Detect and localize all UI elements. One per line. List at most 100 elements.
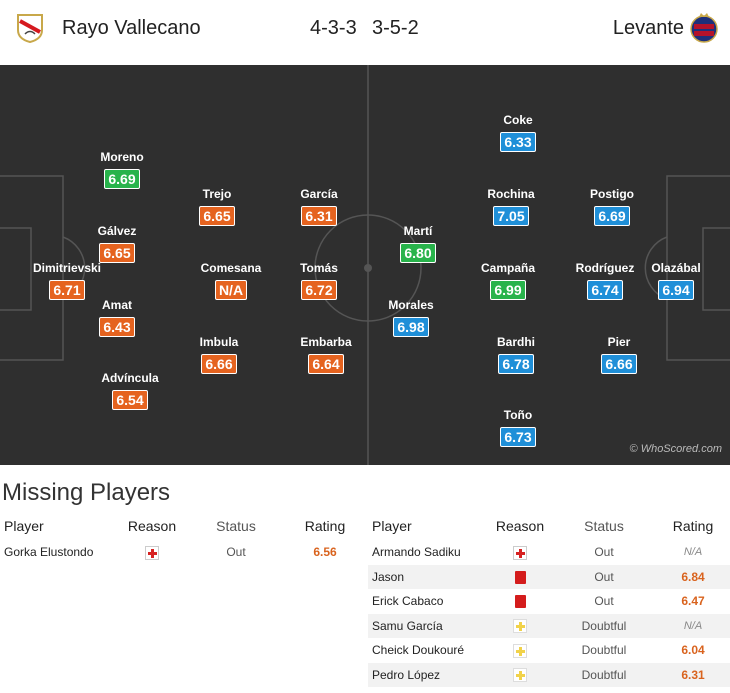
away-player[interactable]: Bardhi 6.78 xyxy=(476,335,556,374)
player-name: Imbula xyxy=(199,335,239,349)
missing-reason xyxy=(488,613,552,638)
injury-icon xyxy=(513,545,527,560)
home-player[interactable]: Embarba 6.64 xyxy=(286,335,366,374)
missing-status: Out xyxy=(226,545,246,560)
player-rating: 6.65 xyxy=(99,243,135,263)
missing-status: Out xyxy=(594,545,614,560)
missing-player-name[interactable]: Jason xyxy=(368,564,488,589)
missing-row[interactable]: Pedro López Doubtful 6.31 xyxy=(368,662,730,687)
missing-player-name[interactable]: Cheick Doukouré xyxy=(372,643,465,658)
player-rating: 6.80 xyxy=(400,243,436,263)
player-name: Martí xyxy=(403,224,433,238)
away-player[interactable]: Olazábal 6.94 xyxy=(636,261,716,300)
player-name: Morales xyxy=(388,298,434,312)
missing-rating: 6.56 xyxy=(313,545,337,560)
missing-row[interactable]: Jason Out 6.84 xyxy=(368,564,730,589)
home-missing-table: Player Reason Status Rating Gorka Elusto… xyxy=(0,512,362,565)
away-formation: 3-5-2 xyxy=(372,17,419,39)
player-rating: N/A xyxy=(214,280,248,300)
missing-status: Out xyxy=(594,594,614,609)
home-player[interactable]: Gálvez 6.65 xyxy=(77,224,157,263)
player-name: Advíncula xyxy=(101,371,159,385)
missing-row[interactable]: Erick Cabaco Out 6.47 xyxy=(368,589,730,614)
home-player[interactable]: Imbula 6.66 xyxy=(179,335,259,374)
missing-player-name[interactable]: Pedro López xyxy=(368,662,488,687)
away-team-name[interactable]: Levante xyxy=(612,17,684,39)
away-player[interactable]: Martí 6.80 xyxy=(378,224,458,263)
player-rating: 6.64 xyxy=(308,354,344,374)
player-rating: 6.69 xyxy=(104,169,140,189)
player-name: Postigo xyxy=(590,187,634,201)
missing-reason xyxy=(488,589,552,614)
home-player[interactable]: García 6.31 xyxy=(279,187,359,226)
player-name: Campaña xyxy=(480,261,536,275)
home-player[interactable]: Moreno 6.69 xyxy=(82,150,162,189)
home-player[interactable]: Trejo 6.65 xyxy=(177,187,257,226)
home-player[interactable]: Advíncula 6.54 xyxy=(90,371,170,410)
player-name: Rochina xyxy=(487,187,535,201)
missing-status: Doubtful xyxy=(552,613,656,638)
player-rating: 6.31 xyxy=(301,206,337,226)
player-rating: 6.94 xyxy=(658,280,694,300)
home-team-name[interactable]: Rayo Vallecano xyxy=(62,17,201,39)
pitch-lines xyxy=(0,65,730,465)
player-rating: 6.73 xyxy=(500,427,536,447)
away-missing-body: Armando Sadiku Out N/A Jason Out 6.84 Erick Ca… xyxy=(368,540,730,687)
missing-rating: 6.04 xyxy=(681,643,705,658)
player-name: Coke xyxy=(503,113,533,127)
injury-icon xyxy=(145,545,159,560)
missing-player-name[interactable]: Armando Sadiku xyxy=(372,545,461,560)
player-rating: 6.54 xyxy=(112,390,148,410)
player-rating: 6.69 xyxy=(594,206,630,226)
player-name: Toño xyxy=(503,408,533,422)
missing-rating: 6.47 xyxy=(681,594,705,609)
player-name: Olazábal xyxy=(651,261,701,275)
player-rating: 6.99 xyxy=(490,280,526,300)
rayo-vallecano-crest-icon xyxy=(17,14,43,44)
away-player[interactable]: Rochina 7.05 xyxy=(471,187,551,226)
player-rating: 6.98 xyxy=(393,317,429,337)
missing-players-title: Missing Players xyxy=(2,479,171,506)
away-player[interactable]: Coke 6.33 xyxy=(478,113,558,152)
missing-player-name[interactable]: Samu García xyxy=(368,613,488,638)
header-reason: Reason xyxy=(120,512,184,540)
levante-crest-icon xyxy=(690,13,718,43)
header-rating: Rating xyxy=(656,512,730,540)
missing-row[interactable]: Gorka Elustondo Out 6.56 xyxy=(0,540,362,565)
pitch: Dimitrievski 6.71 Moreno 6.69 Gálvez 6.65 Amat… xyxy=(0,65,730,465)
player-name: Moreno xyxy=(100,150,144,164)
player-name: Bardhi xyxy=(496,335,535,349)
player-name: Pier xyxy=(607,335,631,349)
away-player[interactable]: Rodríguez 6.74 xyxy=(565,261,645,300)
away-player[interactable]: Pier 6.66 xyxy=(579,335,659,374)
header-rating: Rating xyxy=(288,512,362,540)
missing-row[interactable]: Armando Sadiku Out N/A xyxy=(368,540,730,565)
missing-row[interactable]: Cheick Doukouré Doubtful 6.04 xyxy=(368,638,730,663)
home-player[interactable]: Amat 6.43 xyxy=(77,298,157,337)
missing-reason xyxy=(488,662,552,687)
missing-player-name[interactable]: Gorka Elustondo xyxy=(4,545,94,560)
home-player[interactable]: Tomás 6.72 xyxy=(279,261,359,300)
away-player[interactable]: Campaña 6.99 xyxy=(468,261,548,300)
home-player[interactable]: Dimitrievski 6.71 xyxy=(27,261,107,300)
away-player[interactable]: Postigo 6.69 xyxy=(572,187,652,226)
doubtful-icon xyxy=(513,668,527,683)
header-player: Player xyxy=(368,512,488,540)
player-rating: 6.74 xyxy=(587,280,623,300)
header-status: Status xyxy=(184,512,288,540)
home-missing-body: Gorka Elustondo Out 6.56 xyxy=(0,540,362,565)
whoscored-credit: © WhoScored.com xyxy=(629,443,722,455)
missing-rating: N/A xyxy=(683,546,703,559)
missing-reason xyxy=(488,638,552,663)
player-rating: 6.78 xyxy=(498,354,534,374)
home-player[interactable]: Comesana N/A xyxy=(191,261,271,300)
away-player[interactable]: Morales 6.98 xyxy=(371,298,451,337)
match-header: Rayo Vallecano 4-3-3 3-5-2 Levante xyxy=(0,0,730,64)
missing-reason xyxy=(488,564,552,589)
player-name: Dimitrievski xyxy=(32,261,102,275)
player-name: Embarba xyxy=(300,335,352,349)
missing-player-name[interactable]: Erick Cabaco xyxy=(372,594,444,609)
missing-row[interactable]: Samu García Doubtful N/A xyxy=(368,613,730,638)
missing-reason xyxy=(120,540,184,565)
away-player[interactable]: Toño 6.73 xyxy=(478,408,558,447)
